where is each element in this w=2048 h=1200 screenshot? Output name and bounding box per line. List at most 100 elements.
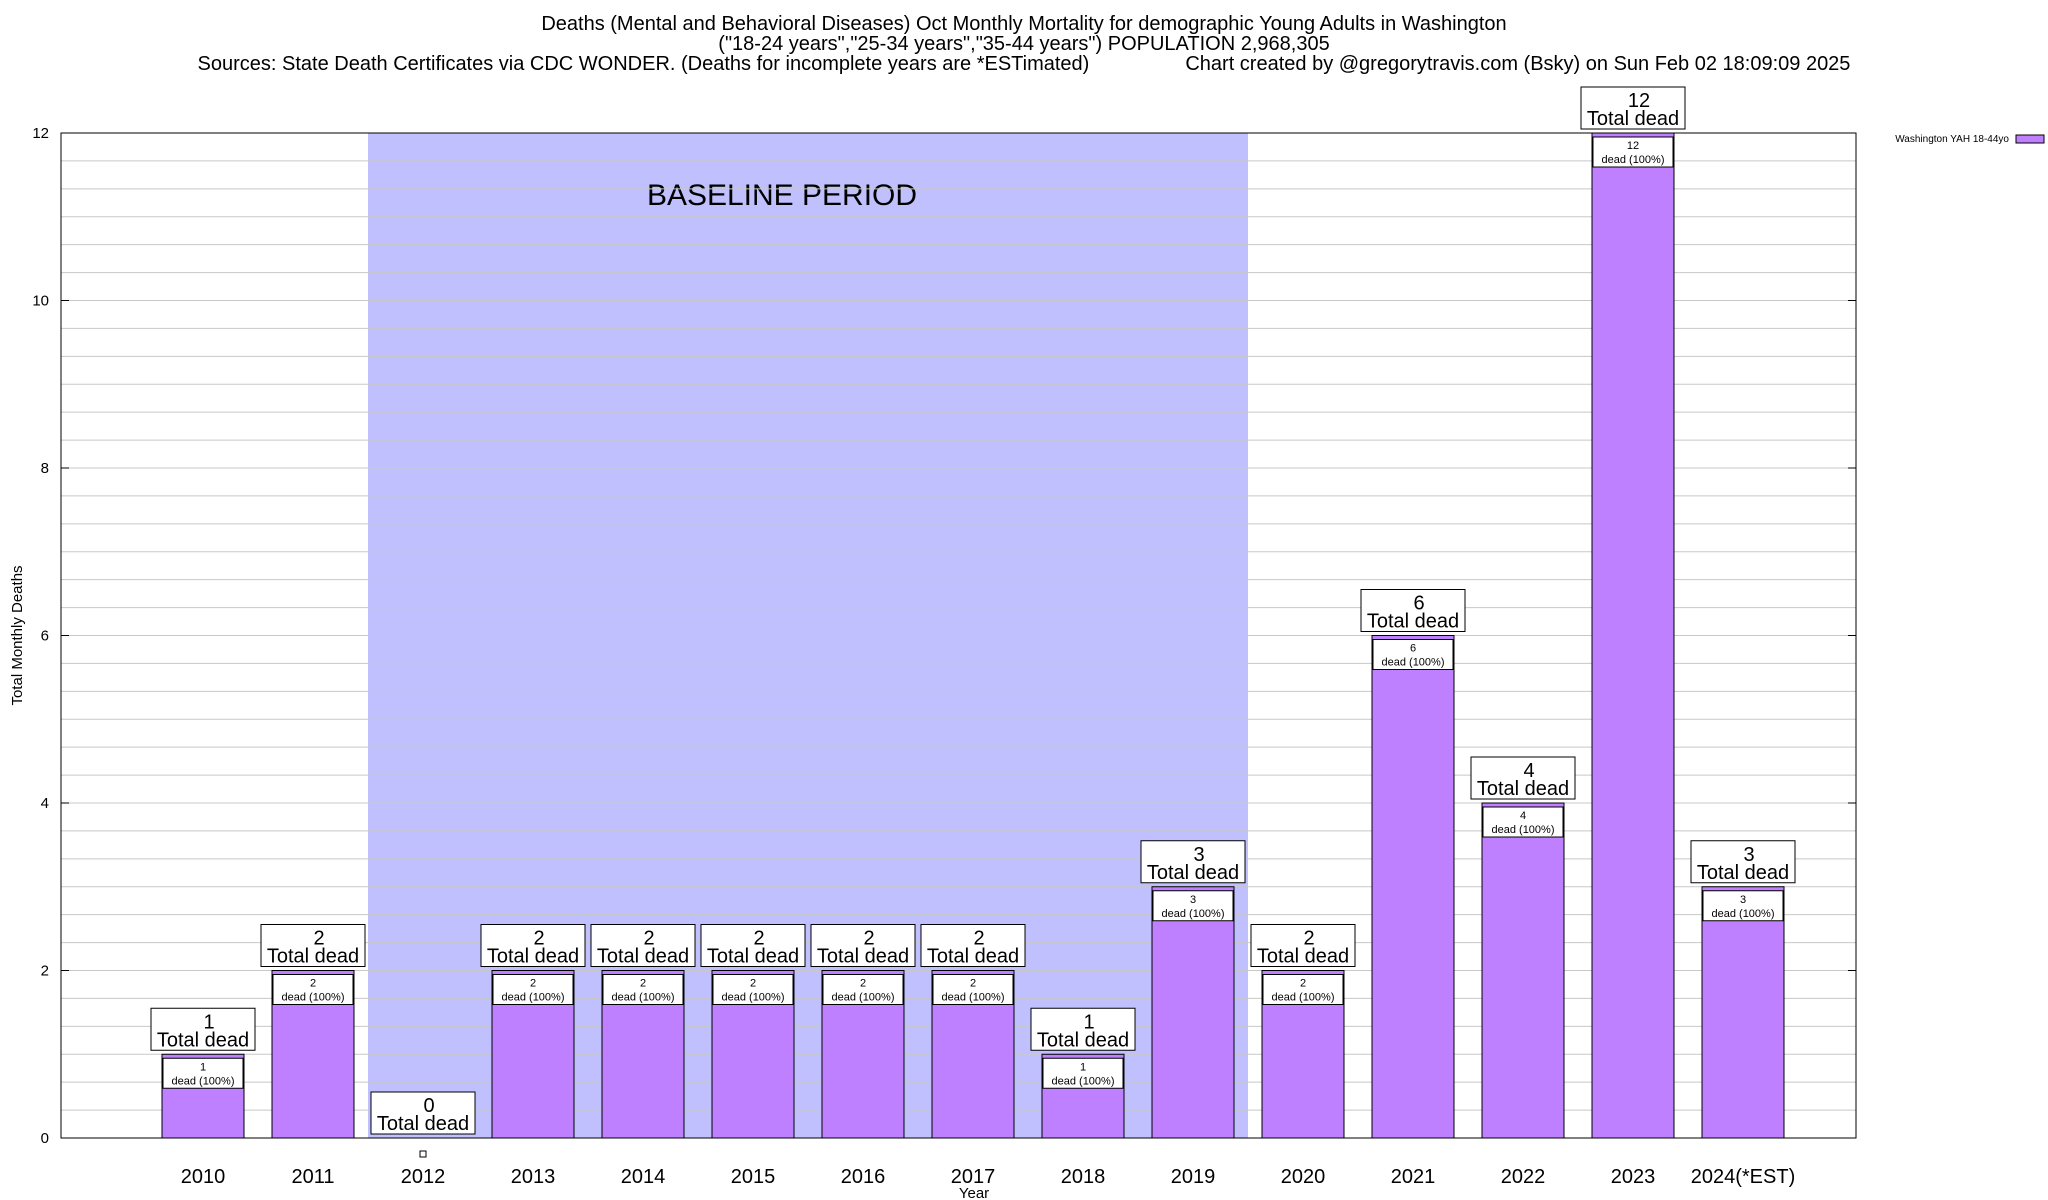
inner-label-box <box>1042 1057 1124 1089</box>
total-label-box <box>810 924 916 967</box>
inner-label-text: dead (100%) <box>1602 154 1665 166</box>
bar-2023 <box>1591 132 1675 1139</box>
inner-label-value: 3 <box>1740 894 1746 906</box>
total-label-box <box>920 924 1026 967</box>
total-label-text: Total dead <box>377 1113 469 1135</box>
bar-2019 <box>1151 886 1235 1139</box>
legend: Washington YAH 18-44yo <box>1895 134 2045 145</box>
inner-label-text: dead (100%) <box>722 992 785 1004</box>
total-label-value: 2 <box>313 928 324 950</box>
x-tick-label: 2022 <box>1501 1166 1546 1188</box>
y-tick-label: 12 <box>32 125 49 142</box>
total-label-box <box>1360 589 1466 632</box>
total-label-text: Total dead <box>1367 611 1459 633</box>
inner-label-text: dead (100%) <box>1052 1075 1115 1087</box>
inner-label-box <box>1372 639 1454 670</box>
total-label-text: Total dead <box>1037 1029 1129 1051</box>
inner-label-value: 2 <box>860 978 866 990</box>
y-tick-label: 0 <box>41 1130 49 1147</box>
legend-entry-label: Washington YAH 18-44yo <box>1895 134 2009 145</box>
inner-label-text: dead (100%) <box>1382 657 1445 669</box>
legend-swatch <box>2015 134 2045 144</box>
x-tick-label: 2015 <box>731 1166 776 1188</box>
total-label-value: 2 <box>1303 928 1314 950</box>
total-label-value: 1 <box>203 1011 214 1033</box>
total-label-box <box>150 1007 256 1051</box>
inner-label-text: dead (100%) <box>282 992 345 1004</box>
total-label-text: Total dead <box>157 1029 249 1051</box>
inner-label-box <box>712 974 794 1005</box>
total-label-box <box>1250 924 1356 967</box>
total-label-value: 2 <box>643 928 654 950</box>
inner-label-box <box>162 1057 244 1089</box>
chart-title: Deaths (Mental and Behavioral Diseases) … <box>541 13 1507 35</box>
total-label-value: 0 <box>423 1095 434 1117</box>
x-tick-label: 2014 <box>621 1166 666 1188</box>
inner-label-box <box>932 974 1014 1005</box>
total-label-value: 2 <box>973 928 984 950</box>
total-label-value: 1 <box>1083 1011 1094 1033</box>
total-label-text: Total dead <box>707 946 799 968</box>
inner-label-value: 12 <box>1627 140 1639 152</box>
inner-label-box <box>602 974 684 1005</box>
total-label-text: Total dead <box>1147 862 1239 884</box>
total-label-box <box>1470 756 1576 800</box>
total-label-box <box>480 924 586 967</box>
x-tick-label: 2019 <box>1171 1166 1216 1188</box>
total-label-text: Total dead <box>927 946 1019 968</box>
inner-label-text: dead (100%) <box>612 992 675 1004</box>
inner-label-box <box>1482 806 1564 838</box>
chart-subtitle: ("18-24 years","25-34 years","35-44 year… <box>718 33 1330 55</box>
total-label-box <box>260 924 366 967</box>
total-label-text: Total dead <box>817 946 909 968</box>
inner-label-text: dead (100%) <box>1712 908 1775 920</box>
inner-label-value: 2 <box>310 978 316 990</box>
inner-label-value: 6 <box>1410 643 1416 655</box>
total-label-text: Total dead <box>487 946 579 968</box>
y-tick-label: 4 <box>41 795 49 812</box>
x-tick-label: 2021 <box>1391 1166 1436 1188</box>
y-tick-label: 6 <box>41 628 49 645</box>
inner-label-box <box>822 974 904 1005</box>
inner-label-box <box>492 974 574 1005</box>
x-tick-label: 2016 <box>841 1166 886 1188</box>
total-label-box <box>1030 1007 1136 1051</box>
inner-label-text: dead (100%) <box>1272 992 1335 1004</box>
inner-label-value: 3 <box>1190 894 1196 906</box>
total-label-box <box>590 924 696 967</box>
inner-label-text: dead (100%) <box>942 992 1005 1004</box>
x-axis-label: Year <box>959 1185 989 1200</box>
inner-label-text: dead (100%) <box>832 992 895 1004</box>
total-label-value: 2 <box>533 928 544 950</box>
total-label-text: Total dead <box>1257 946 1349 968</box>
x-tick-label: 2013 <box>511 1166 556 1188</box>
x-tick-label: 2018 <box>1061 1166 1106 1188</box>
total-label-box <box>370 1091 476 1135</box>
inner-label-box <box>1592 136 1674 168</box>
inner-label-box <box>1702 890 1784 922</box>
y-tick-label: 10 <box>32 293 49 310</box>
inner-label-text: dead (100%) <box>1162 908 1225 920</box>
bars <box>161 132 1785 1139</box>
x-tick-label: 2011 <box>291 1166 334 1188</box>
total-label-box <box>1140 840 1246 884</box>
zero-marker <box>419 1150 427 1158</box>
total-label-text: Total dead <box>1587 108 1679 130</box>
total-label-value: 4 <box>1523 760 1534 782</box>
total-label-value: 2 <box>753 928 764 950</box>
chart-sources: Sources: State Death Certificates via CD… <box>197 53 1090 75</box>
y-tick-label: 2 <box>41 963 49 980</box>
inner-label-value: 4 <box>1520 810 1526 822</box>
bar-2022 <box>1481 802 1565 1139</box>
total-label-text: Total dead <box>1477 778 1569 800</box>
bar-2024(*EST) <box>1701 886 1785 1139</box>
total-label-text: Total dead <box>1697 862 1789 884</box>
total-label-box <box>1690 840 1796 884</box>
inner-label-value: 2 <box>640 978 646 990</box>
x-tick-label: 2012 <box>401 1166 446 1188</box>
inner-label-box <box>1262 974 1344 1005</box>
chart-credit: Chart created by @gregorytravis.com (Bsk… <box>1185 53 1851 75</box>
